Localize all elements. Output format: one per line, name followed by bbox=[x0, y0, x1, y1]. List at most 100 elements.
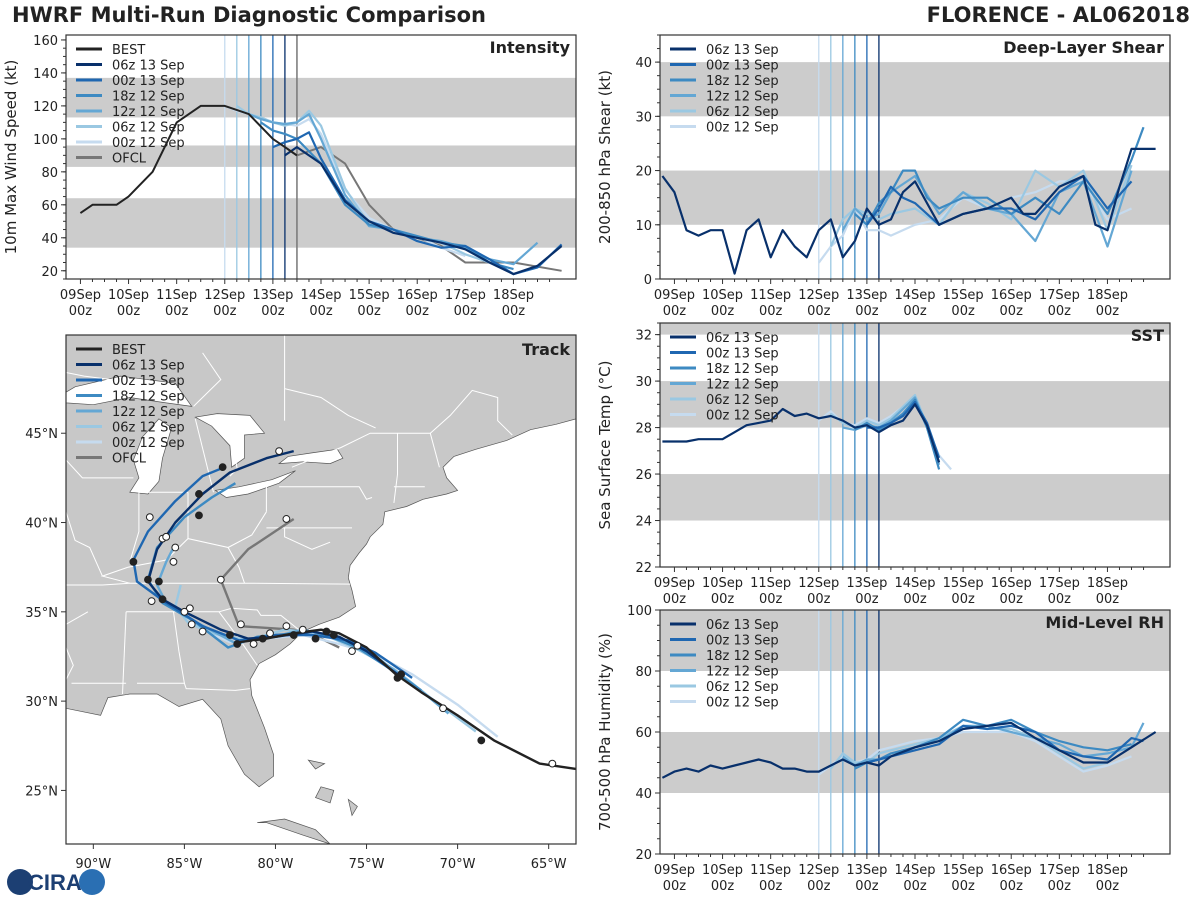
panel-title: Intensity bbox=[490, 38, 571, 57]
legend-label: 06z 12 Sep bbox=[112, 421, 185, 436]
x-tick-day: 15Sep bbox=[349, 288, 390, 303]
track-position-marker bbox=[289, 631, 298, 639]
legend-label: 00z 12 Sep bbox=[112, 436, 185, 451]
track-position-marker bbox=[171, 543, 180, 552]
legend-label: 00z 13 Sep bbox=[706, 59, 779, 74]
legend-label: 18z 12 Sep bbox=[706, 362, 779, 377]
lon-tick-label: 70°W bbox=[440, 857, 476, 872]
track-position-marker bbox=[154, 577, 163, 586]
great-lake bbox=[129, 418, 173, 495]
track-position-marker bbox=[226, 631, 234, 639]
x-tick-hour: 00z bbox=[807, 592, 831, 607]
legend-label: 06z 12 Sep bbox=[112, 121, 185, 136]
map-frame bbox=[65, 334, 577, 845]
legend-label: 00z 12 Sep bbox=[706, 696, 779, 711]
x-tick-hour: 00z bbox=[807, 879, 831, 894]
x-tick-day: 18Sep bbox=[1087, 576, 1128, 591]
legend-label: 12z 12 Sep bbox=[112, 105, 185, 120]
legend-label: 06z 13 Sep bbox=[706, 43, 779, 58]
track-position-marker bbox=[298, 625, 307, 634]
x-tick-hour: 00z bbox=[1096, 879, 1120, 894]
legend-label: 18z 12 Sep bbox=[706, 649, 779, 664]
track-position-marker bbox=[129, 557, 138, 566]
track-line-best bbox=[238, 628, 576, 771]
y-tick-label: 100 bbox=[627, 604, 652, 619]
track-position-marker bbox=[144, 575, 152, 584]
x-tick-day: 09Sep bbox=[654, 288, 695, 303]
series-line-06z-13-sep bbox=[662, 403, 941, 463]
track-position-marker bbox=[145, 513, 154, 522]
track-position-marker bbox=[147, 597, 156, 606]
x-tick-hour: 00z bbox=[903, 879, 927, 894]
x-tick-day: 13Sep bbox=[252, 288, 293, 303]
x-tick-day: 15Sep bbox=[943, 288, 984, 303]
x-tick-day: 17Sep bbox=[1039, 288, 1080, 303]
legend-label: OFCL bbox=[112, 152, 147, 167]
x-tick-day: 11Sep bbox=[156, 288, 197, 303]
x-tick-hour: 00z bbox=[502, 304, 526, 319]
lat-tick-label: 40°N bbox=[25, 517, 58, 532]
track-position-marker bbox=[236, 620, 245, 629]
x-tick-hour: 00z bbox=[951, 879, 975, 894]
track-position-marker bbox=[195, 511, 203, 520]
track-line-18z-12-sep bbox=[146, 482, 422, 692]
legend-label: 06z 13 Sep bbox=[112, 59, 185, 74]
state-border bbox=[265, 480, 280, 512]
track-position-marker bbox=[258, 634, 267, 643]
track-position-marker bbox=[282, 515, 291, 523]
legend-label: 18z 12 Sep bbox=[706, 74, 779, 89]
legend-label: 00z 12 Sep bbox=[112, 136, 185, 151]
track-position-marker bbox=[162, 532, 171, 541]
x-tick-day: 13Sep bbox=[846, 288, 887, 303]
x-tick-hour: 00z bbox=[711, 592, 735, 607]
panel-intensity: 2040608010012014016009Sep00z10Sep00z11Se… bbox=[2, 34, 577, 319]
legend-label: 06z 12 Sep bbox=[706, 105, 779, 120]
x-tick-hour: 00z bbox=[261, 304, 285, 319]
map-group bbox=[66, 335, 576, 844]
x-tick-hour: 00z bbox=[711, 879, 735, 894]
state-border bbox=[66, 511, 103, 577]
legend-label: 12z 12 Sep bbox=[706, 90, 779, 105]
panel-title: Track bbox=[522, 340, 570, 359]
x-tick-day: 14Sep bbox=[894, 863, 935, 878]
x-tick-day: 16Sep bbox=[991, 288, 1032, 303]
x-tick-day: 18Sep bbox=[1087, 863, 1128, 878]
x-tick-hour: 00z bbox=[1048, 304, 1072, 319]
track-position-marker bbox=[158, 595, 167, 604]
legend-label: 06z 13 Sep bbox=[112, 359, 185, 374]
legend-label: BEST bbox=[112, 343, 145, 358]
track-position-marker bbox=[348, 647, 356, 656]
x-tick-hour: 00z bbox=[213, 304, 237, 319]
island bbox=[257, 818, 331, 844]
x-tick-day: 09Sep bbox=[654, 576, 695, 591]
track-position-marker bbox=[180, 607, 189, 616]
x-tick-hour: 00z bbox=[951, 304, 975, 319]
x-tick-day: 15Sep bbox=[943, 863, 984, 878]
track-position-marker bbox=[275, 447, 284, 455]
x-tick-hour: 00z bbox=[406, 304, 430, 319]
x-tick-hour: 00z bbox=[759, 304, 783, 319]
y-tick-label: 30 bbox=[635, 375, 652, 390]
track-position-marker bbox=[266, 629, 274, 638]
x-tick-hour: 00z bbox=[711, 304, 735, 319]
y-tick-label: 40 bbox=[41, 232, 58, 247]
logo-text: CIRA bbox=[28, 870, 82, 895]
x-tick-day: 16Sep bbox=[991, 863, 1032, 878]
track-position-marker bbox=[187, 620, 196, 629]
y-tick-label: 140 bbox=[33, 67, 58, 82]
track-position-marker bbox=[311, 634, 320, 643]
track-position-marker bbox=[185, 604, 194, 613]
y-tick-label: 26 bbox=[635, 468, 652, 483]
x-tick-hour: 00z bbox=[855, 592, 879, 607]
land-mass bbox=[66, 335, 576, 788]
y-tick-label: 80 bbox=[635, 665, 652, 680]
legend-label: 00z 13 Sep bbox=[706, 347, 779, 362]
series-line-00z-13-sep bbox=[866, 400, 941, 459]
state-border bbox=[66, 459, 134, 479]
track-position-marker bbox=[548, 759, 557, 768]
legend-label: 12z 12 Sep bbox=[112, 405, 185, 420]
x-tick-day: 18Sep bbox=[1087, 288, 1128, 303]
logo-swirl-icon bbox=[79, 869, 105, 895]
series-line-06z-12-sep bbox=[829, 164, 1133, 247]
